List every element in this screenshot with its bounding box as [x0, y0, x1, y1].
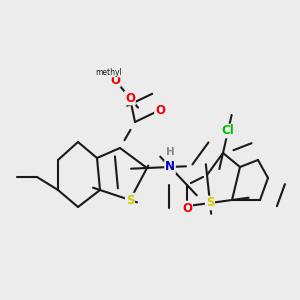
Text: S: S [126, 194, 134, 206]
Text: S: S [206, 196, 214, 209]
Text: O: O [110, 74, 120, 86]
Text: H: H [166, 147, 174, 157]
Text: methyl: methyl [95, 68, 122, 77]
Text: O: O [155, 103, 165, 116]
Text: O: O [182, 202, 192, 214]
Text: O: O [125, 92, 135, 104]
Text: N: N [165, 160, 175, 173]
Text: Cl: Cl [222, 124, 234, 137]
